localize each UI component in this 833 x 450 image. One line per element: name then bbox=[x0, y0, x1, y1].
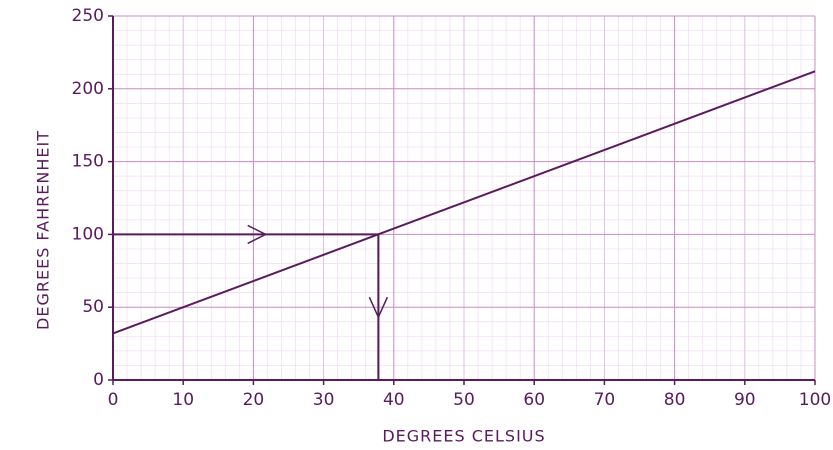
y-tick-label: 250 bbox=[72, 6, 104, 26]
x-tick-label: 90 bbox=[734, 390, 756, 410]
y-tick-label: 0 bbox=[93, 370, 104, 390]
y-axis-title: DEGREES FAHRENHEIT bbox=[34, 130, 53, 330]
x-tick-label: 0 bbox=[108, 390, 119, 410]
data-line bbox=[112, 70, 816, 335]
x-tick-label: 50 bbox=[453, 390, 475, 410]
y-tick-label: 100 bbox=[72, 224, 104, 244]
arrowhead bbox=[368, 296, 389, 320]
arrowhead bbox=[247, 224, 268, 245]
x-tick-label: 80 bbox=[664, 390, 686, 410]
x-tick-label: 100 bbox=[799, 390, 831, 410]
x-tick-label: 30 bbox=[313, 390, 335, 410]
y-tick-label: 200 bbox=[72, 79, 104, 99]
x-axis-title: DEGREES CELSIUS bbox=[382, 427, 545, 446]
x-tick-label: 20 bbox=[243, 390, 265, 410]
x-tick-label: 70 bbox=[594, 390, 616, 410]
x-tick-label: 60 bbox=[523, 390, 545, 410]
y-tick-label: 150 bbox=[72, 152, 104, 172]
y-tick-label: 50 bbox=[82, 297, 104, 317]
x-tick-label: 40 bbox=[383, 390, 405, 410]
x-tick-label: 10 bbox=[172, 390, 194, 410]
